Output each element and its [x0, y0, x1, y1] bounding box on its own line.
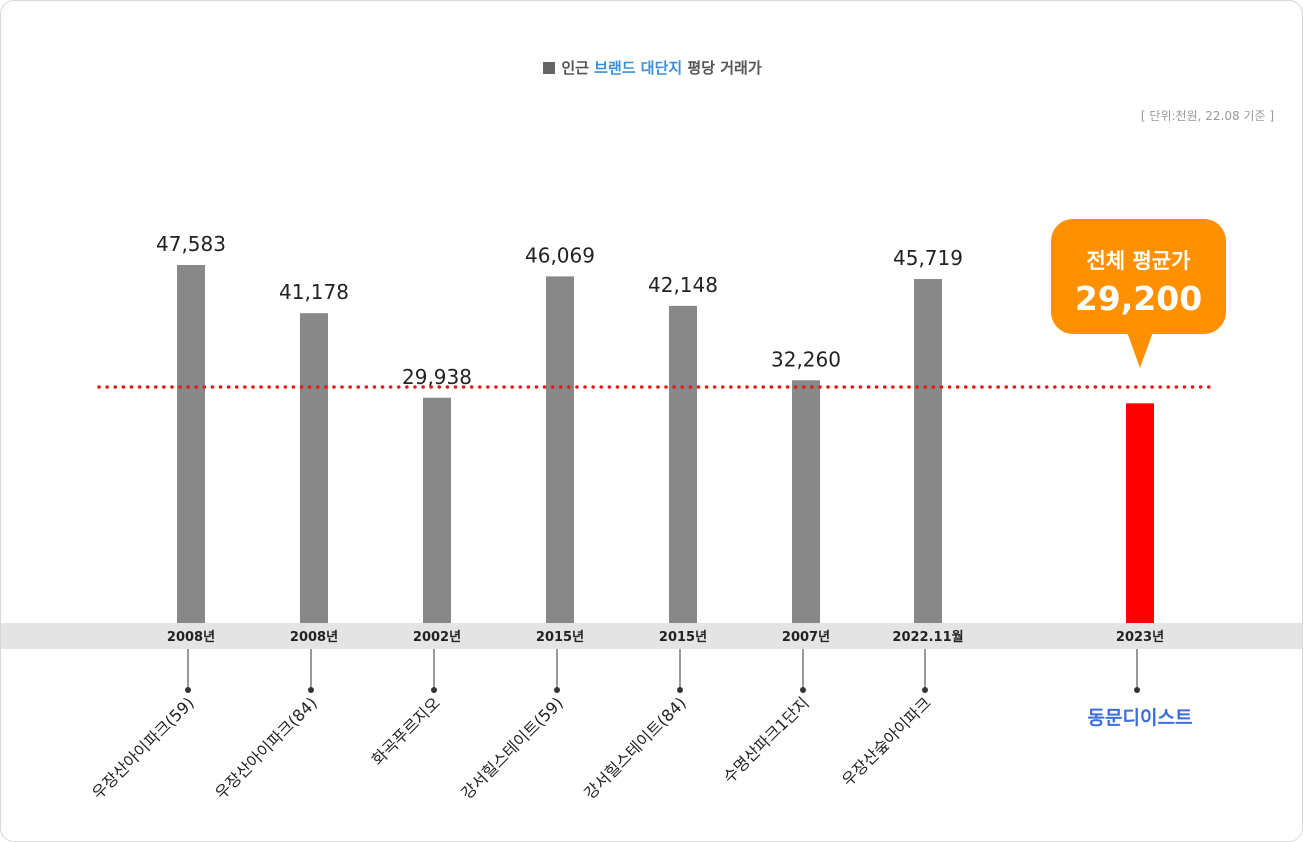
year-label: 2007년	[782, 630, 830, 645]
year-label: 2022.11월	[892, 629, 963, 645]
category-label: 우장산숲아이파크	[838, 693, 935, 790]
year-label: 2015년	[536, 630, 584, 645]
bar	[669, 305, 697, 623]
data-label: 41,178	[279, 280, 349, 304]
callout-tail	[1127, 332, 1153, 368]
category-label: 수명산파크1단지	[719, 693, 813, 787]
data-label: 32,260	[771, 347, 841, 371]
data-label: 45,719	[893, 246, 963, 270]
leader-dot	[1134, 687, 1140, 693]
data-label: 47,583	[156, 232, 226, 256]
highlight-category-label: 동문디이스트	[1088, 707, 1193, 729]
title-highlight: 브랜드 대단지	[594, 59, 683, 77]
data-label: 29,938	[402, 365, 472, 389]
year-label: 2008년	[290, 630, 338, 645]
data-label: 46,069	[525, 243, 595, 267]
square-icon	[543, 62, 556, 74]
leader-dot	[922, 687, 928, 693]
highlight-bar	[1126, 403, 1154, 623]
category-label: 화곡푸르지오	[368, 693, 444, 769]
title-prefix: 인근	[561, 59, 595, 77]
bar	[546, 276, 574, 623]
category-label: 강서힐스테이트(59)	[457, 693, 567, 803]
category-label: 강서힐스테이트(84)	[580, 693, 690, 803]
bar	[423, 397, 451, 623]
average-callout-value: 29,200	[1074, 279, 1203, 318]
year-label: 2002년	[413, 630, 461, 645]
bar	[792, 380, 820, 623]
leader-dot	[554, 687, 560, 693]
leader-dot	[308, 687, 314, 693]
average-callout-label: 전체 평균가	[1086, 249, 1191, 273]
year-label: 2008년	[167, 630, 215, 645]
data-label: 42,148	[648, 273, 718, 297]
leader-dot	[800, 687, 806, 693]
bar	[914, 279, 942, 623]
bar	[300, 313, 328, 623]
average-callout: 전체 평균가 29,200	[1051, 219, 1226, 334]
leader-dot	[431, 687, 437, 693]
category-label: 우장산아이파크(59)	[88, 693, 198, 803]
leader-dot	[677, 687, 683, 693]
year-label: 2015년	[659, 630, 707, 645]
category-label: 우장산아이파크(84)	[211, 693, 321, 803]
bar	[177, 265, 205, 623]
year-label: 2023년	[1116, 630, 1164, 645]
unit-note: [ 단위:천원, 22.08 기준 ]	[1140, 109, 1274, 123]
title-suffix: 평당 거래가	[682, 59, 762, 77]
year-band	[1, 623, 1302, 649]
leader-dot	[185, 687, 191, 693]
chart-title: 인근 브랜드 대단지 평당 거래가	[1, 57, 1302, 78]
